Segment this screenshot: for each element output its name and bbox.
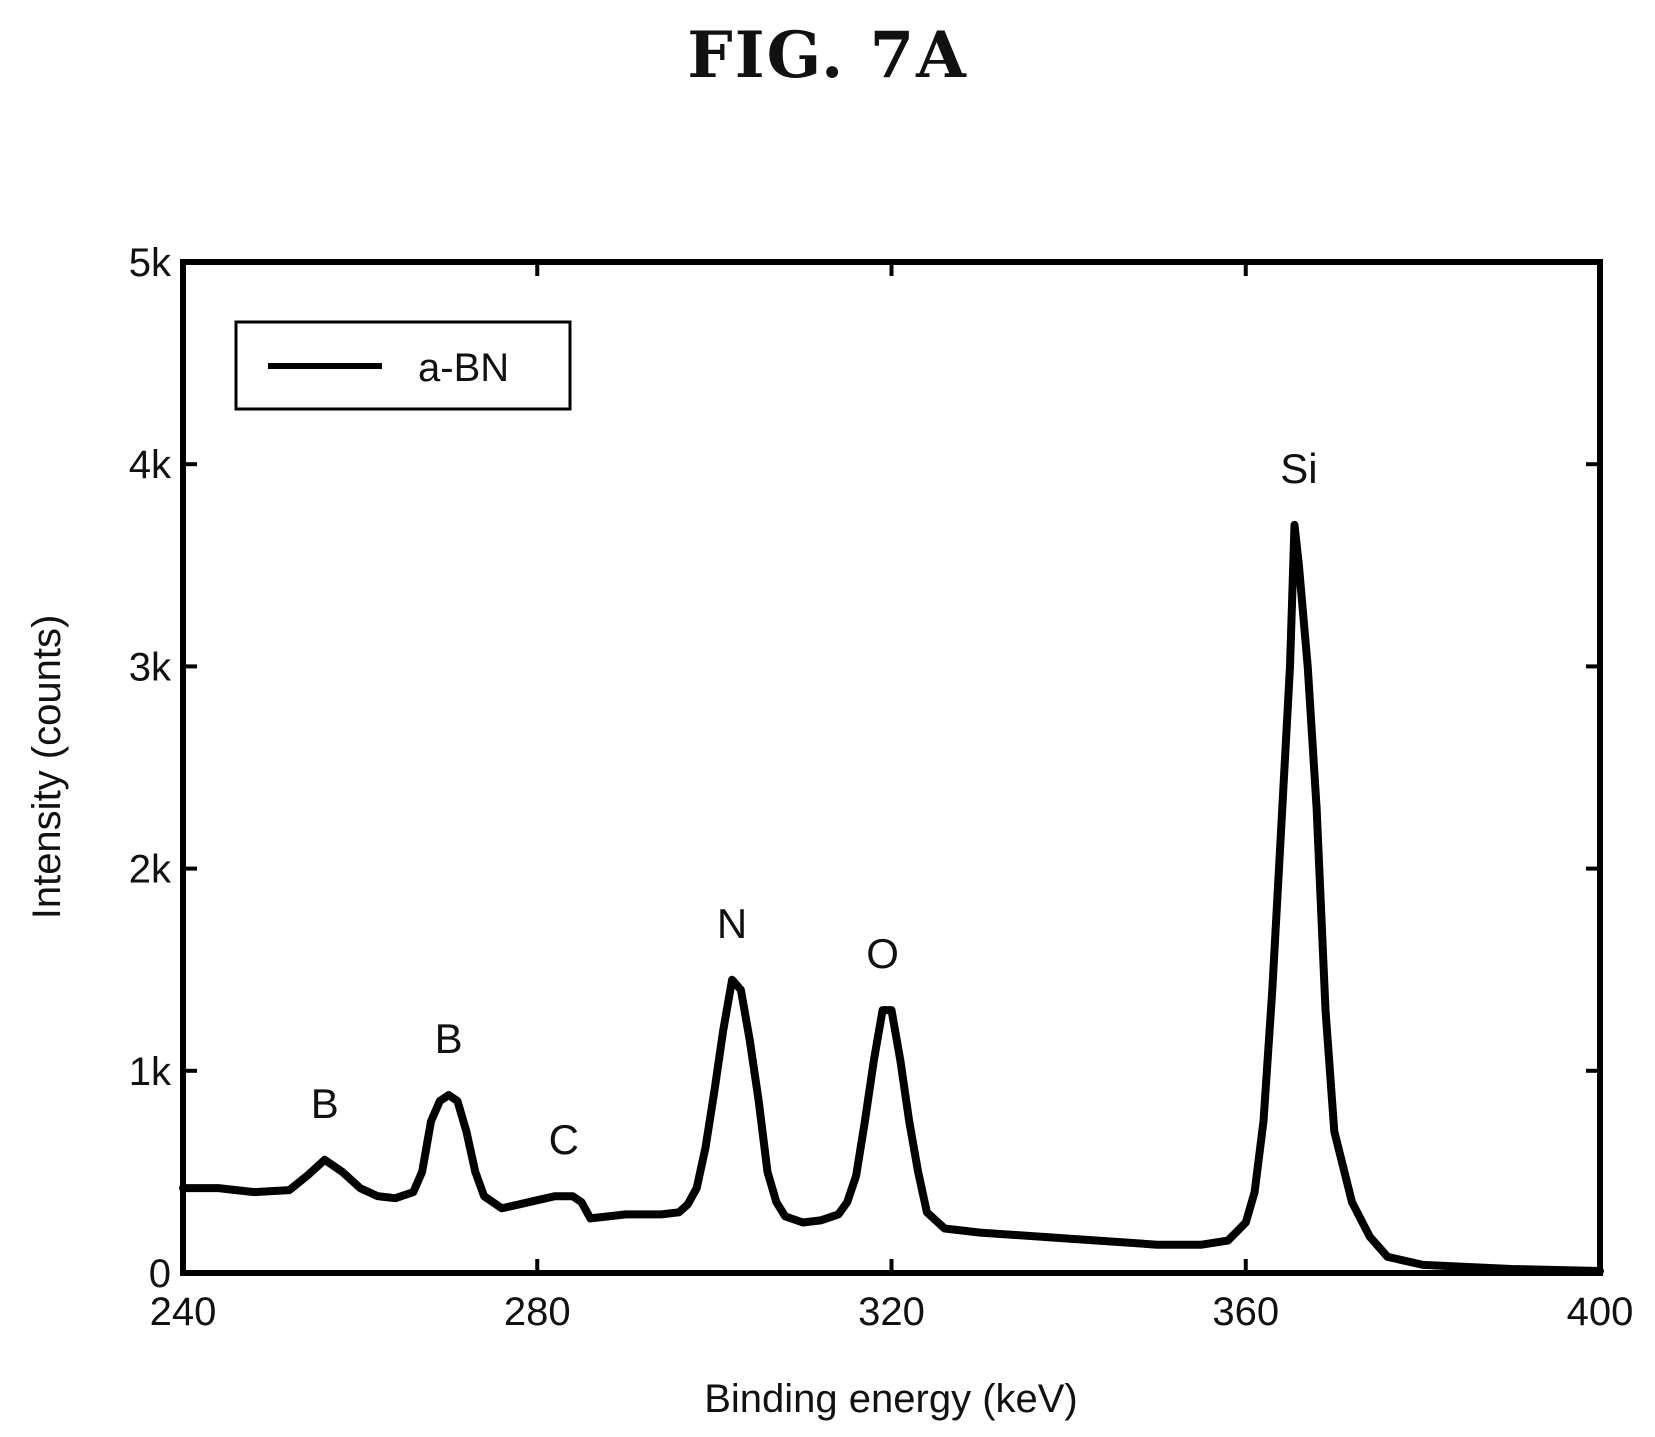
x-axis-label: Binding energy (keV)	[704, 1377, 1078, 1421]
peak-label-b: B	[435, 1015, 463, 1062]
legend-entry-a-bn: a-BN	[418, 346, 509, 390]
y-tick-label: 0	[149, 1252, 171, 1296]
y-axis-label: Intensity (counts)	[25, 615, 69, 920]
peak-label-n: N	[717, 900, 747, 947]
y-tick-label: 3k	[129, 645, 172, 689]
peak-label-b: B	[311, 1080, 339, 1127]
series-layer	[179, 520, 1604, 1275]
figure-title: FIG. 7A	[687, 18, 968, 93]
x-tick-label: 360	[1212, 1290, 1279, 1334]
legend: a-BN	[234, 320, 572, 411]
peak-label-si: Si	[1280, 445, 1317, 492]
x-tick-label: 240	[150, 1290, 217, 1334]
tick-labels: 240 280 320 360 400 0 1k 2k 3k 4k 5k	[129, 241, 1634, 1334]
y-tick-label: 2k	[129, 848, 172, 892]
y-tick-label: 4k	[129, 443, 172, 487]
peak-annotations: B B C N O Si	[311, 445, 1318, 1163]
peak-label-o: O	[866, 930, 899, 977]
x-tick-label: 280	[504, 1290, 571, 1334]
x-tick-label: 320	[858, 1290, 925, 1334]
plot-frame	[180, 259, 1603, 1276]
x-tick-label: 400	[1567, 1290, 1634, 1334]
axis-ticks	[181, 260, 1602, 1275]
series-line-a-bn	[179, 520, 1604, 1275]
peak-label-c: C	[549, 1116, 579, 1163]
y-tick-label: 1k	[129, 1050, 172, 1094]
y-tick-label: 5k	[129, 241, 172, 285]
